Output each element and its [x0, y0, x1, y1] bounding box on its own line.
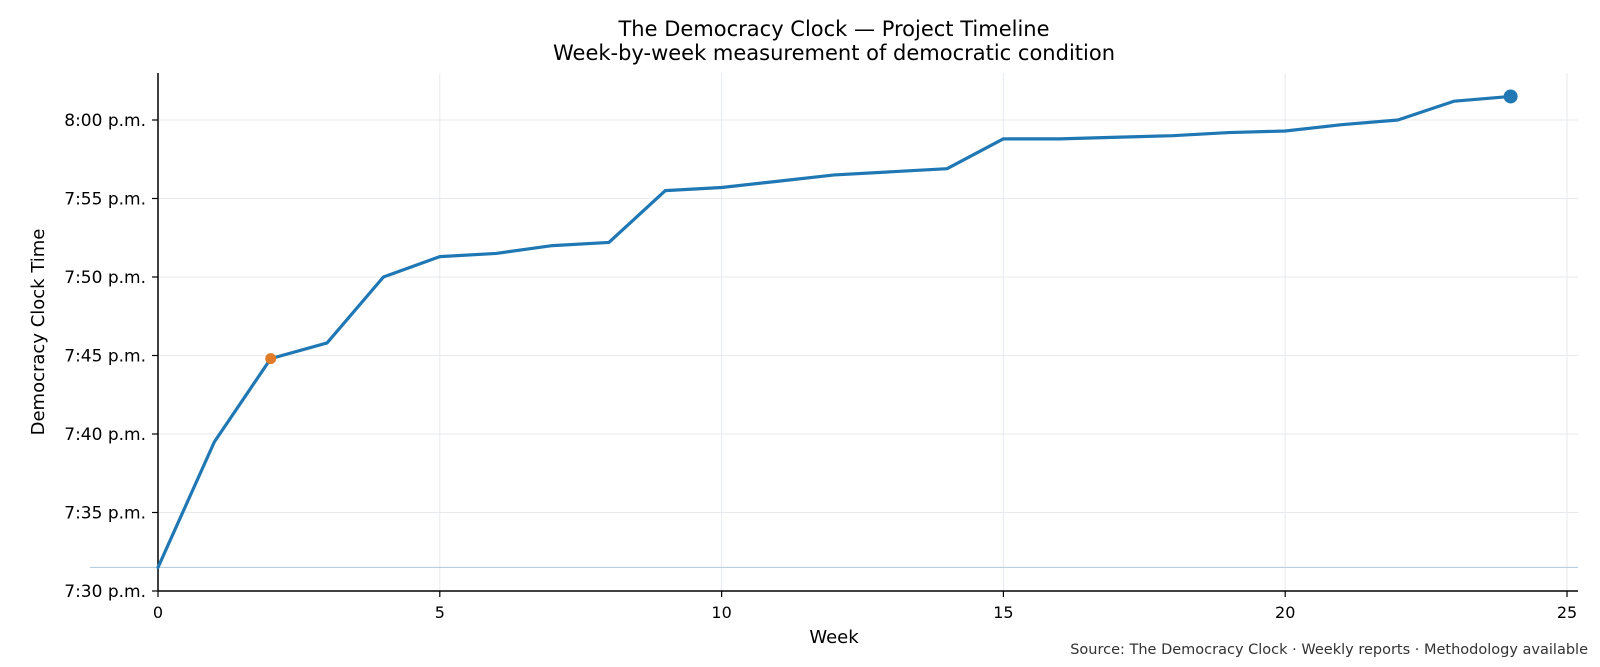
chart-title: The Democracy Clock — Project Timeline	[618, 17, 1050, 41]
highlight-point	[265, 353, 277, 365]
y-tick-label: 7:55 p.m.	[64, 190, 146, 210]
y-tick-label: 7:30 p.m.	[64, 582, 146, 602]
highlight-point	[1503, 89, 1518, 104]
highlight-points	[265, 89, 1518, 365]
y-tick-label: 7:50 p.m.	[64, 268, 146, 288]
x-axis-label: Week	[809, 627, 859, 648]
tick-labels: 0 5 10 15 20 25 7:30 p.m. 7:35 p.m. 7:40 p.m. 7:4…	[64, 111, 1577, 622]
axes	[152, 73, 1578, 597]
x-tick-label: 0	[153, 603, 163, 622]
series	[156, 94, 1513, 570]
source-note: Source: The Democracy Clock · Weekly rep…	[1070, 642, 1588, 658]
grid	[157, 73, 1578, 592]
y-tick-label: 7:35 p.m.	[64, 504, 146, 524]
chart-subtitle: Week-by-week measurement of democratic c…	[552, 41, 1116, 65]
x-tick-label: 10	[711, 603, 731, 622]
x-tick-label: 5	[435, 603, 445, 622]
x-tick-label: 20	[1275, 603, 1295, 622]
y-tick-label: 7:40 p.m.	[64, 425, 146, 445]
y-tick-label: 8:00 p.m.	[64, 111, 146, 131]
y-tick-label: 7:45 p.m.	[64, 347, 146, 367]
series-line	[156, 94, 1513, 570]
y-axis-label: Democracy Clock Time	[28, 229, 49, 436]
x-tick-label: 15	[993, 603, 1013, 622]
x-tick-label: 25	[1557, 603, 1577, 622]
